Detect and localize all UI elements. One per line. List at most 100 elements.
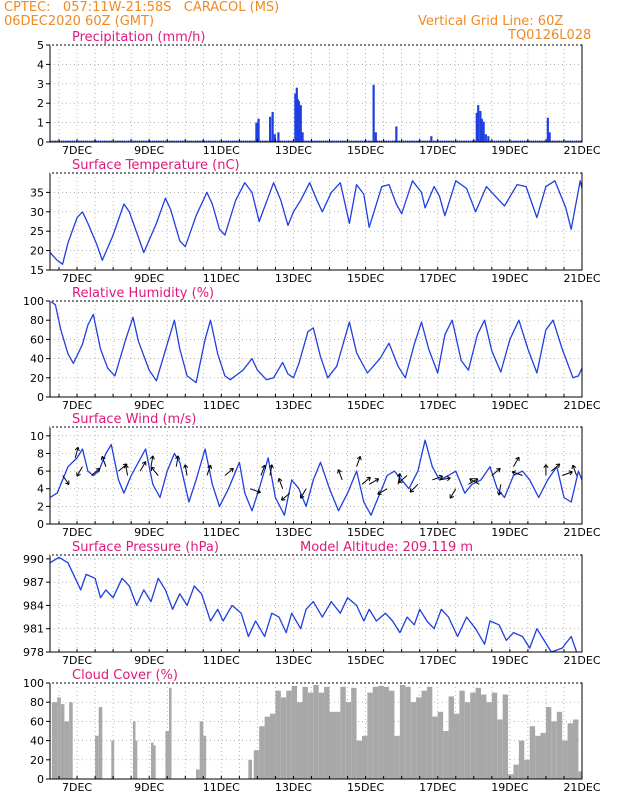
precip-trace bbox=[255, 140, 258, 142]
x-date-label: 7DEC bbox=[62, 526, 92, 539]
wind-arrow bbox=[449, 488, 457, 499]
precip-trace bbox=[452, 140, 455, 142]
cloud-bar bbox=[302, 686, 308, 779]
y-tick-label: 20 bbox=[30, 372, 44, 385]
cloud-bar bbox=[529, 726, 536, 779]
precip-trace bbox=[407, 140, 409, 142]
y-tick-label: 60 bbox=[30, 715, 44, 728]
precip-trace bbox=[547, 140, 550, 142]
precip-trace bbox=[409, 140, 411, 142]
precip-trace bbox=[510, 140, 513, 142]
panel-frame bbox=[49, 426, 583, 525]
y-tick-label: 100 bbox=[23, 677, 44, 690]
wind-arrow-head bbox=[95, 467, 100, 470]
precip-trace bbox=[84, 140, 87, 142]
plot-area-wind bbox=[50, 439, 582, 516]
wind-arrow-head bbox=[278, 477, 283, 482]
wind-arrow bbox=[439, 477, 451, 481]
precip-trace bbox=[344, 140, 346, 142]
precip-trace bbox=[253, 140, 255, 142]
wind-arrow bbox=[74, 447, 79, 458]
cloud-bar bbox=[264, 716, 271, 779]
wind-arrow-head bbox=[498, 468, 501, 473]
precip-trace bbox=[515, 140, 517, 142]
wind-arrow bbox=[206, 464, 212, 476]
precip-trace bbox=[465, 140, 468, 142]
wind-arrow-head bbox=[264, 465, 267, 470]
precip-bar bbox=[299, 105, 302, 142]
wind-arrow-head bbox=[512, 470, 517, 473]
y-tick-label: 987 bbox=[23, 576, 44, 589]
cloud-bar bbox=[57, 697, 61, 779]
precip-trace bbox=[324, 140, 327, 142]
wind-arrow-head bbox=[150, 466, 156, 469]
cloud-bar bbox=[297, 702, 303, 779]
precip-bar bbox=[479, 110, 482, 142]
precip-trace bbox=[225, 140, 227, 142]
cloud-bar bbox=[307, 692, 314, 779]
precip-trace bbox=[205, 140, 208, 142]
precip-trace bbox=[117, 140, 119, 142]
precip-bar bbox=[277, 132, 280, 142]
y-tick-label: 984 bbox=[23, 599, 44, 612]
precip-trace bbox=[459, 140, 461, 142]
precip-trace bbox=[411, 140, 413, 142]
x-date-label: 11DEC bbox=[203, 654, 240, 667]
wind-arrow bbox=[101, 456, 107, 467]
precip-trace bbox=[175, 140, 178, 142]
cloud-bar bbox=[253, 750, 260, 779]
wind-arrow-head bbox=[511, 471, 515, 476]
panel-title-rh: Relative Humidity (%) bbox=[72, 286, 214, 301]
wind-arrow-head bbox=[175, 455, 179, 460]
precip-trace bbox=[497, 140, 500, 142]
x-date-label: 9DEC bbox=[134, 526, 164, 539]
precip-trace bbox=[316, 140, 318, 142]
wind-arrow-head bbox=[496, 491, 500, 496]
wind-arrow-head bbox=[122, 463, 128, 466]
x-date-label: 21DEC bbox=[563, 654, 600, 667]
wind-arrow bbox=[76, 466, 83, 477]
x-date-label: 21DEC bbox=[563, 272, 600, 285]
precip-trace bbox=[567, 140, 569, 142]
precip-trace bbox=[69, 140, 71, 142]
precip-trace bbox=[560, 140, 563, 142]
y-tick-label: 40 bbox=[30, 735, 44, 748]
precip-trace bbox=[227, 140, 229, 142]
precip-trace bbox=[201, 140, 203, 142]
cloud-bar bbox=[340, 686, 346, 779]
precip-bar bbox=[269, 116, 272, 142]
wind-arrow-head bbox=[409, 488, 412, 493]
precip-trace bbox=[441, 140, 444, 142]
precip-trace bbox=[82, 140, 84, 142]
wind-arrow-head bbox=[359, 456, 362, 461]
wind-arrow bbox=[498, 484, 502, 496]
precip-trace bbox=[552, 140, 554, 142]
cloud-bar bbox=[111, 740, 115, 779]
precip-trace bbox=[264, 140, 266, 142]
x-date-label: 11DEC bbox=[203, 399, 240, 412]
y-tick-label: 990 bbox=[23, 553, 44, 566]
cloud-bar bbox=[367, 692, 373, 779]
y-tick-label: 60 bbox=[30, 333, 44, 346]
precip-trace bbox=[463, 140, 465, 142]
wind-arrow-head bbox=[76, 473, 81, 477]
precip-trace bbox=[381, 140, 383, 142]
precip-trace bbox=[277, 140, 279, 142]
panel-title-temp: Surface Temperature (nC) bbox=[72, 158, 240, 173]
precip-trace bbox=[523, 140, 526, 142]
precip-trace bbox=[422, 140, 424, 142]
cloud-bar bbox=[275, 690, 281, 779]
y-tick-label: 2 bbox=[37, 500, 44, 513]
precip-trace bbox=[350, 140, 353, 142]
y-tick-label: 10 bbox=[30, 430, 44, 443]
model-altitude-label: Model Altitude: 209.119 m bbox=[300, 540, 473, 555]
x-date-label: 13DEC bbox=[275, 399, 312, 412]
cloud-bar bbox=[324, 686, 330, 779]
wind-arrow bbox=[468, 478, 479, 485]
precip-trace bbox=[301, 140, 303, 142]
wind-arrow bbox=[281, 492, 291, 501]
wind-arrow bbox=[337, 469, 343, 481]
y-tick-label: 978 bbox=[23, 646, 44, 659]
precip-trace bbox=[309, 140, 312, 142]
precip-trace bbox=[502, 140, 504, 142]
